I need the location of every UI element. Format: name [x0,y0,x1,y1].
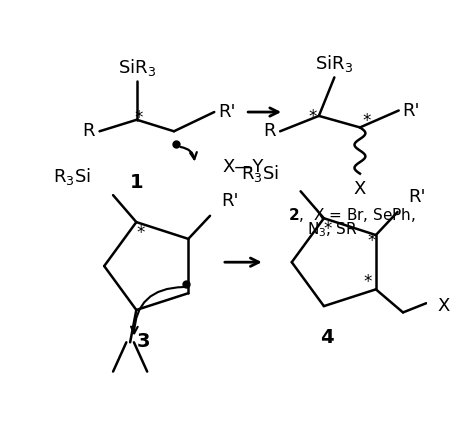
Text: R$_3$Si: R$_3$Si [241,163,279,184]
Text: *: * [364,273,372,291]
Text: X: X [354,180,366,198]
Text: R: R [82,122,95,140]
Text: R': R' [218,103,236,121]
Text: R': R' [402,102,420,120]
Text: R': R' [221,192,238,210]
Text: SiR$_3$: SiR$_3$ [315,53,354,74]
Text: X: X [437,297,449,315]
Text: SiR$_3$: SiR$_3$ [118,57,156,78]
Text: N$_3$, SR: N$_3$, SR [307,220,358,239]
Text: 4: 4 [320,328,333,347]
Text: R': R' [409,188,426,206]
Text: *: * [368,232,376,250]
Text: X—Y: X—Y [222,158,264,177]
Text: 1: 1 [130,173,144,192]
Text: $\mathbf{2}$,  X = Br, SePh,: $\mathbf{2}$, X = Br, SePh, [288,206,416,224]
Text: *: * [362,112,370,130]
Text: *: * [309,108,317,126]
Text: 3: 3 [136,332,150,351]
Text: *: * [324,220,332,238]
Text: *: * [134,109,143,127]
Text: R$_3$Si: R$_3$Si [54,166,91,187]
Text: *: * [136,224,145,242]
Text: R: R [263,122,275,140]
